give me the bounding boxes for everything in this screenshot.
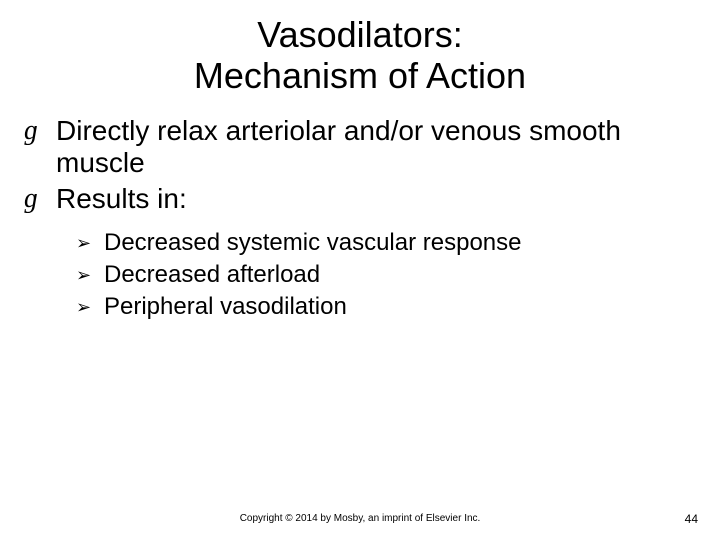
- list-item: ➢ Decreased systemic vascular response: [76, 229, 690, 257]
- arrow-bullet-icon: ➢: [76, 293, 104, 321]
- list-item: ➢ Peripheral vasodilation: [76, 293, 690, 321]
- slide: Vasodilators: Mechanism of Action ɡ Dire…: [0, 0, 720, 540]
- list-item-text: Directly relax arteriolar and/or venous …: [56, 115, 690, 179]
- slide-title: Vasodilators: Mechanism of Action: [0, 0, 720, 97]
- arrow-bullet-icon: ➢: [76, 261, 104, 289]
- list-item-text: Peripheral vasodilation: [104, 293, 690, 321]
- list-item-text: Results in:: [56, 183, 690, 215]
- sublist: ➢ Decreased systemic vascular response ➢…: [24, 219, 690, 321]
- list-item-text: Decreased afterload: [104, 261, 690, 289]
- slide-body: ɡ Directly relax arteriolar and/or venou…: [0, 97, 720, 322]
- list-item: ɡ Directly relax arteriolar and/or venou…: [24, 115, 690, 179]
- copyright-footer: Copyright © 2014 by Mosby, an imprint of…: [0, 513, 720, 524]
- bullet-icon: ɡ: [24, 183, 56, 215]
- arrow-bullet-icon: ➢: [76, 229, 104, 257]
- bullet-icon: ɡ: [24, 115, 56, 179]
- title-line-1: Vasodilators:: [0, 14, 720, 55]
- title-line-2: Mechanism of Action: [0, 55, 720, 96]
- page-number: 44: [685, 512, 698, 526]
- list-item: ɡ Results in:: [24, 183, 690, 215]
- list-item: ➢ Decreased afterload: [76, 261, 690, 289]
- list-item-text: Decreased systemic vascular response: [104, 229, 690, 257]
